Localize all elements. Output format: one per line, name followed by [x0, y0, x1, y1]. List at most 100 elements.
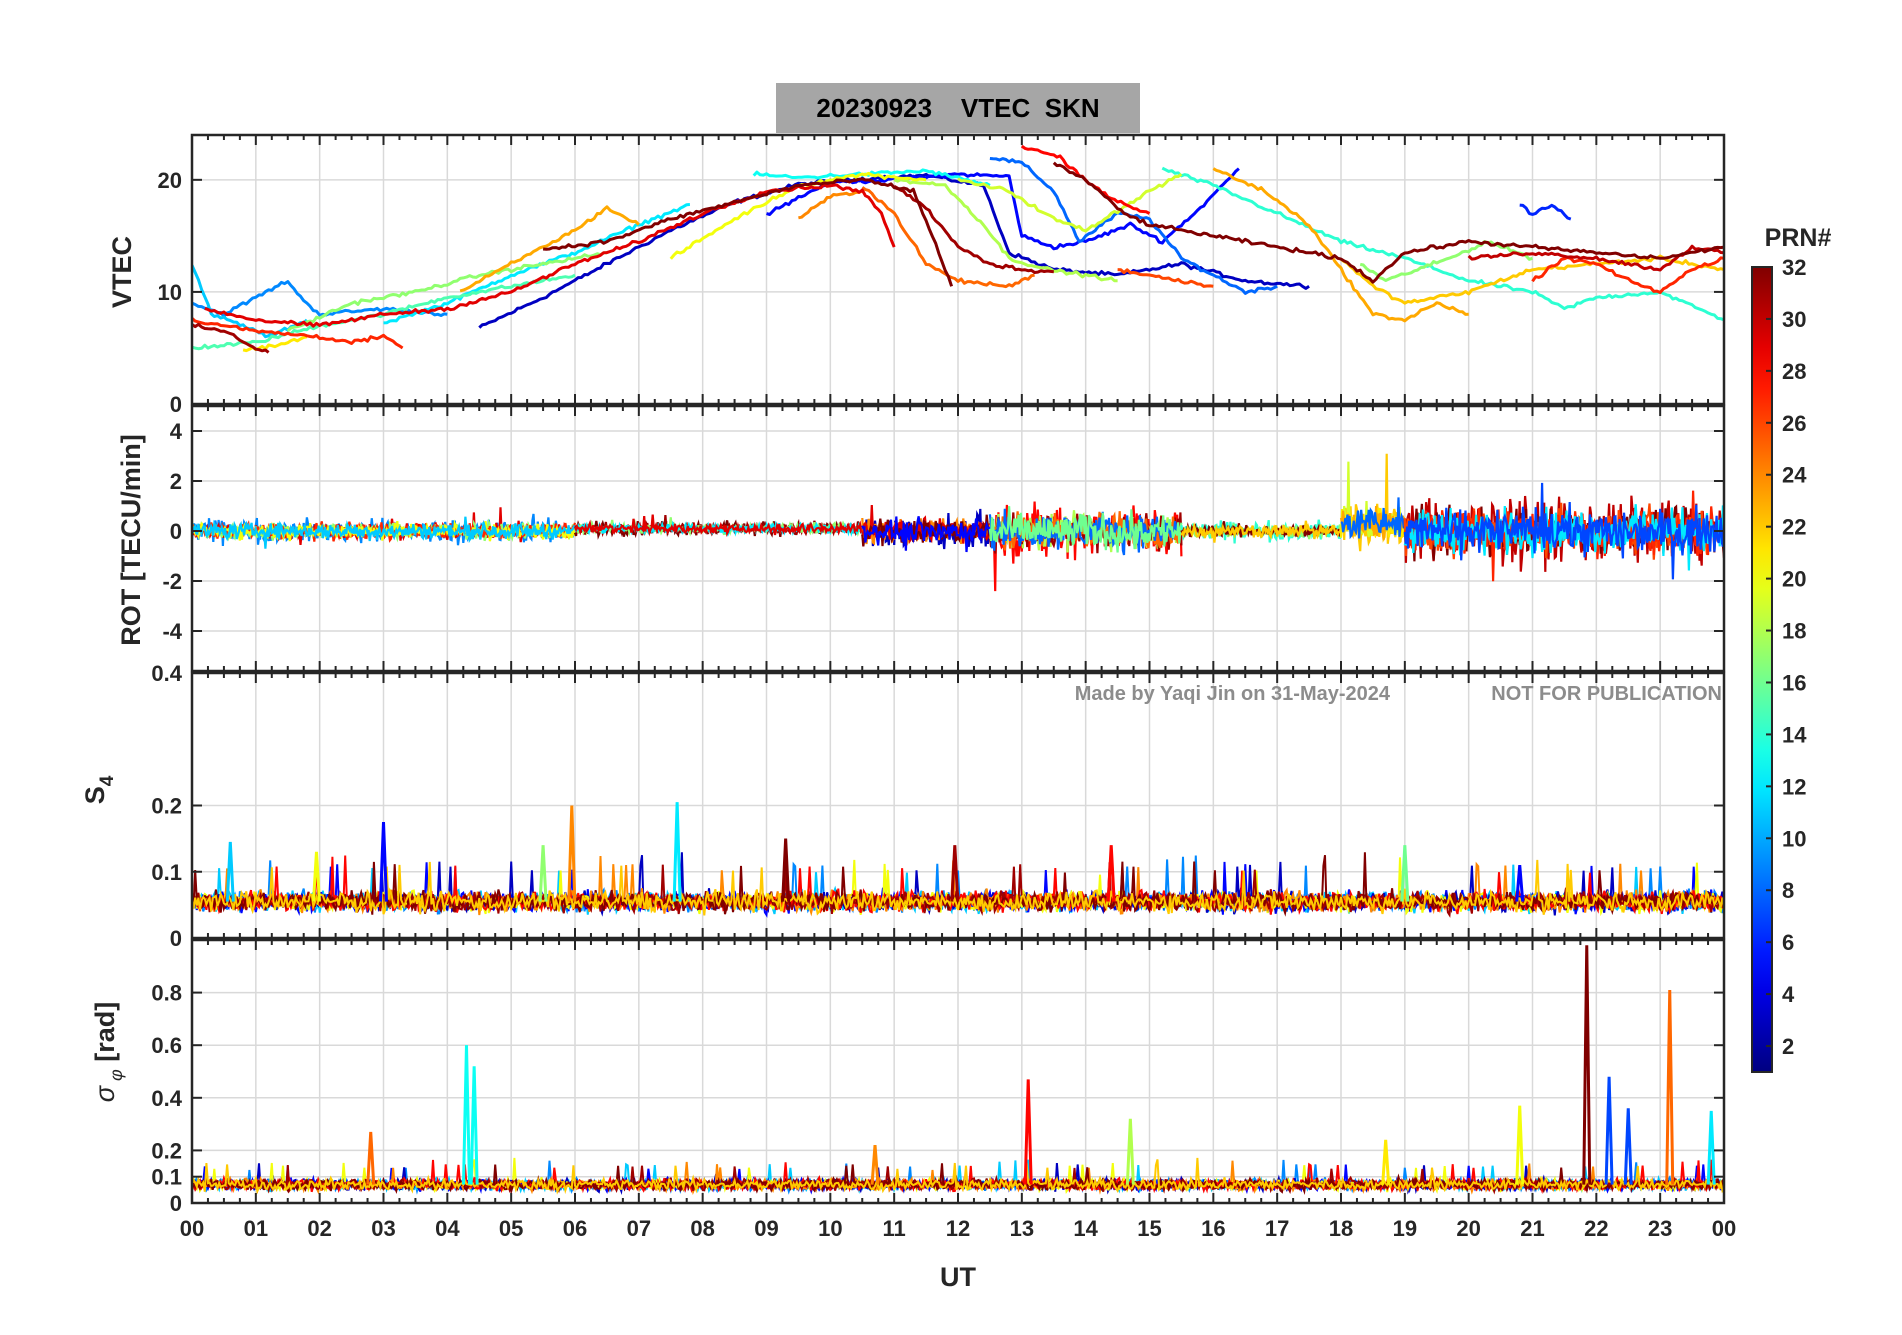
x-tick-label: 08	[690, 1216, 714, 1241]
colorbar-tick-label: 10	[1782, 826, 1806, 851]
rot-y-tick-label: -4	[162, 619, 182, 644]
vtec-series-prn-12	[383, 203, 690, 325]
s4-spike-prn-5	[379, 822, 388, 902]
rot-series-prn-29	[573, 514, 864, 538]
x-tick-label: 05	[499, 1216, 523, 1241]
colorbar-tick-label: 14	[1782, 722, 1807, 747]
x-tick-label: 04	[435, 1216, 460, 1241]
x-tick-label: 12	[946, 1216, 970, 1241]
s4-ticks: 0 0.1 0.2 0.4	[151, 661, 1725, 951]
vtec-series-prn-31	[893, 184, 1054, 274]
x-tick-label: 03	[371, 1216, 395, 1241]
x-tick-label: 07	[627, 1216, 651, 1241]
vtec-ylabel: VTEC	[107, 236, 137, 308]
sigma_phi-spike-prn-13	[461, 1045, 471, 1185]
svg-text:S4: S4	[80, 775, 118, 804]
sigma_phi-spike-prn-25	[1665, 989, 1675, 1185]
vtec-series-prn-24	[798, 189, 863, 220]
colorbar-tick-label: 8	[1782, 878, 1794, 903]
vtec-series-prn-31	[192, 322, 270, 354]
s4-spike-prn-32	[781, 838, 791, 902]
rot-ylabel: ROT [TECU/min]	[116, 434, 146, 645]
colorbar-tick-label: 2	[1782, 1034, 1794, 1059]
s4-ylabel: S4	[80, 775, 118, 804]
vtec-series-prn-13	[752, 168, 991, 187]
s4-spike-prn-17	[538, 845, 548, 902]
vtec-series-prn-32	[542, 177, 954, 287]
x-tick-label: 02	[307, 1216, 331, 1241]
x-tick-label: 00	[1712, 1216, 1736, 1241]
x-tick-label: 13	[1010, 1216, 1034, 1241]
x-tick-label: 00	[180, 1216, 204, 1241]
sigma_phi-spike-prn-7	[1623, 1108, 1633, 1185]
rot-y-tick-label: 2	[170, 469, 182, 494]
sigma_phi-y-tick-label: 0.8	[151, 981, 182, 1006]
sigma_phi-spike-prn-12	[1706, 1110, 1716, 1185]
sigma_phi-spike-prn-32	[1582, 945, 1592, 1185]
s4-y-tick-label: 0.4	[151, 661, 182, 686]
rot-series-prn-32	[1180, 520, 1343, 540]
watermark-author: Made by Yaqi Jin on 31-May-2024	[1075, 683, 1391, 705]
colorbar-tick-label: 18	[1782, 619, 1806, 644]
x-tick-label: 18	[1329, 1216, 1353, 1241]
colorbar-tick-label: 24	[1782, 463, 1807, 488]
vtec-ticks: 0 10 20	[158, 135, 1725, 417]
rot-series-prn-22	[1180, 520, 1343, 543]
s4-spike-prn-28	[1106, 845, 1116, 902]
sigma_phi-y-tick-label: 0.4	[151, 1086, 182, 1111]
colorbar-tick-label: 32	[1782, 255, 1806, 280]
vtec-series-prn-17	[286, 251, 607, 333]
colorbar-title: PRN#	[1765, 224, 1832, 252]
x-tick-label: 09	[754, 1216, 778, 1241]
rot-series-prn-16	[988, 506, 1183, 553]
rot-series-prn-7	[1403, 482, 1724, 580]
vtec-y-tick-label: 20	[158, 168, 182, 193]
sigma_phi-spike-prn-25	[366, 1131, 376, 1185]
vtec-series-prn-26	[1117, 268, 1214, 288]
vtec-series-prn-14	[1161, 166, 1724, 322]
x-tick-label: 22	[1584, 1216, 1608, 1241]
vtec-panel: 0 10 20	[158, 133, 1726, 417]
s4-y-tick-label: 0.1	[151, 860, 182, 885]
sigma_phi-spike-prn-28	[1023, 1079, 1033, 1185]
x-tick-label: 01	[244, 1216, 268, 1241]
vtec-series-prn-27	[192, 317, 404, 350]
s4-spike-prn-31	[950, 845, 960, 902]
x-tick-label: 17	[1265, 1216, 1289, 1241]
rot-series-prn-8	[1340, 497, 1406, 540]
s4-spike-prn-12	[672, 802, 682, 902]
x-tick-label: 20	[1456, 1216, 1480, 1241]
sigma_phi-y-tick-label: 0	[170, 1191, 182, 1216]
title-box	[776, 83, 1140, 133]
x-tick-label: 15	[1137, 1216, 1161, 1241]
colorbar-tick-label: 12	[1782, 774, 1806, 799]
rot-data	[192, 453, 1724, 592]
colorbar-tick-label: 6	[1782, 930, 1794, 955]
vtec-series-prn-22	[1340, 254, 1724, 305]
sigma_phi-data	[192, 945, 1724, 1196]
x-tick-label: 14	[1073, 1216, 1098, 1241]
x-tick-label: 23	[1648, 1216, 1672, 1241]
s4-spike-prn-20	[311, 851, 321, 902]
x-tick-label: 21	[1520, 1216, 1544, 1241]
vtec-series-prn-19	[957, 172, 1183, 233]
x-axis-label: UT	[940, 1262, 976, 1292]
rot-y-tick-label: 0	[170, 519, 182, 544]
sigma_phi-ticks: 00.10.2 0.4 0.6 0.8	[151, 940, 1725, 1216]
colorbar-tick-label: 28	[1782, 359, 1806, 384]
colorbar-gradient	[1751, 266, 1773, 1073]
vtec-data	[192, 144, 1724, 354]
x-tick-labels: 00 01 02 03 04 05 06 07 08 09 10 11 12 13 14 15 16 17 18 19…	[180, 1216, 1736, 1241]
rot-series-prn-5	[861, 516, 991, 553]
x-tick-label: 19	[1393, 1216, 1417, 1241]
sigma_phi-spike-prn-13	[469, 1066, 479, 1185]
vtec-series-prn-23	[459, 205, 640, 293]
s4-y-tick-label: 0.2	[151, 794, 182, 819]
vtec-series-prn-18	[893, 178, 1118, 283]
s4-series-prn-22	[192, 859, 1724, 916]
x-tick-label: 06	[563, 1216, 587, 1241]
colorbar-tick-label: 30	[1782, 307, 1806, 332]
